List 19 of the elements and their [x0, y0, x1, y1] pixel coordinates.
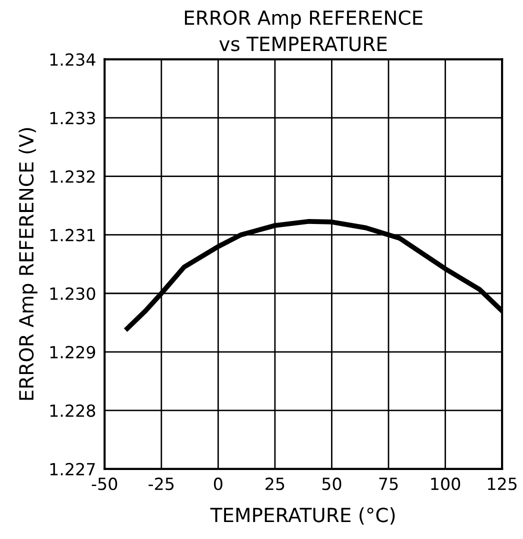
x-tick-label: 125 — [488, 478, 517, 490]
x-tick-label: -50 — [92, 478, 118, 490]
y-tick-label: 1.233 — [50, 112, 95, 124]
y-tick-label: 1.231 — [50, 228, 95, 242]
y-axis-title: ERROR Amp REFERENCE (V) — [18, 128, 38, 400]
x-tick-label: 50 — [322, 478, 342, 490]
y-tick-label: 1.232 — [50, 170, 95, 183]
x-tick-label: 25 — [266, 478, 284, 490]
y-tick-label: 1.228 — [50, 404, 96, 417]
y-tick-label: 1.234 — [50, 53, 96, 66]
y-tick-label: 1.230 — [50, 287, 96, 300]
x-tick-label: -25 — [148, 478, 174, 490]
chart-title: ERROR Amp REFERENCE vs TEMPERATURE — [184, 10, 422, 52]
y-tick-label: 1.227 — [50, 462, 95, 476]
y-tick-label: 1.229 — [50, 346, 96, 358]
x-tick-label: 0 — [214, 478, 222, 490]
x-tick-label: 75 — [379, 478, 398, 490]
x-axis-title: TEMPERATURE (°C) — [210, 507, 395, 525]
x-tick-label: 100 — [431, 478, 460, 490]
